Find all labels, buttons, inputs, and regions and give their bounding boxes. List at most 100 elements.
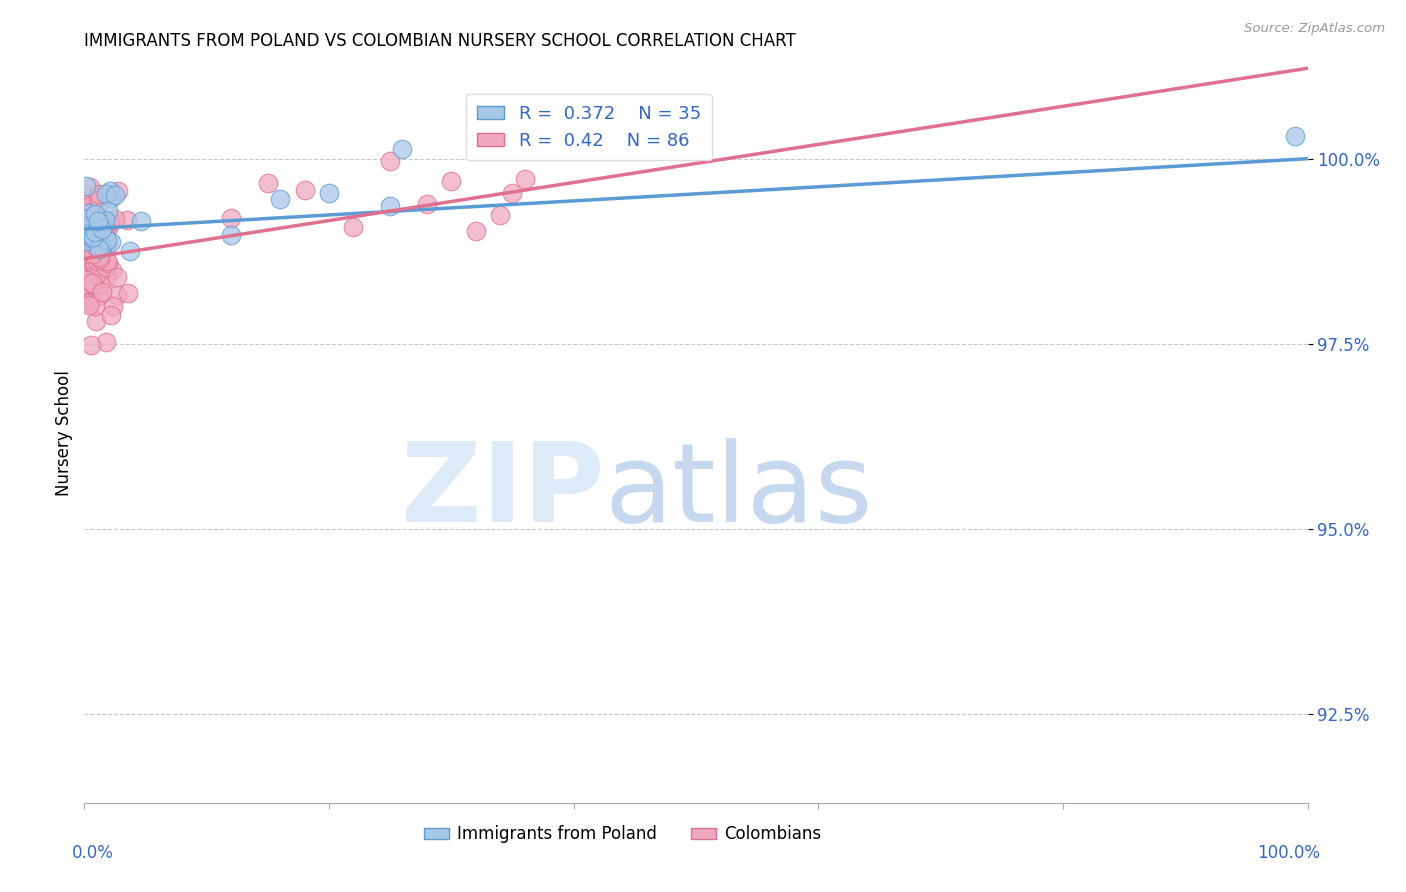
Point (90, 228, 112, 243)
Point (87, 187, 110, 202)
Point (76, 238, 98, 252)
Point (105, 288, 128, 302)
Point (513, 172, 536, 186)
Point (89, 265, 111, 279)
Point (94, 212, 117, 227)
Point (83, 258, 105, 272)
Point (75, 211, 97, 226)
Point (96, 221, 118, 235)
Point (219, 211, 242, 226)
Point (76, 273, 98, 287)
Point (219, 227, 242, 242)
Point (89, 277, 111, 292)
Point (80, 220, 103, 235)
Point (83, 215, 105, 229)
Text: 0.0%: 0.0% (72, 844, 114, 862)
Point (86, 230, 108, 244)
Point (75, 268, 97, 283)
Point (90, 244, 112, 259)
Point (87, 223, 110, 237)
Point (91, 285, 114, 299)
Point (77, 260, 100, 275)
Point (440, 173, 463, 187)
Point (83, 278, 105, 293)
Point (502, 186, 524, 200)
Point (89, 252, 111, 266)
Point (115, 213, 138, 227)
Point (80, 227, 103, 242)
Point (120, 244, 142, 258)
Point (91, 221, 114, 235)
Point (80, 237, 103, 252)
Point (76, 295, 98, 310)
Point (342, 220, 364, 235)
Point (86, 214, 108, 228)
Point (96, 233, 118, 247)
Point (89, 195, 111, 210)
Point (117, 285, 139, 300)
Point (93, 227, 115, 242)
Point (391, 142, 413, 156)
Point (79, 298, 101, 312)
Point (76, 219, 98, 233)
Point (129, 213, 152, 227)
Point (86, 228, 108, 243)
Point (87, 289, 110, 303)
Point (77, 228, 100, 243)
Text: ZIP: ZIP (401, 438, 605, 545)
Text: IMMIGRANTS FROM POLAND VS COLOMBIAN NURSERY SCHOOL CORRELATION CHART: IMMIGRANTS FROM POLAND VS COLOMBIAN NURS… (84, 32, 796, 50)
Point (86, 254, 108, 268)
Point (380, 153, 402, 168)
Legend: Immigrants from Poland, Colombians: Immigrants from Poland, Colombians (418, 819, 828, 850)
Point (86, 239, 108, 253)
Point (84, 207, 107, 221)
Point (97, 256, 120, 270)
Point (75, 251, 97, 265)
Point (79, 199, 101, 213)
Point (77, 232, 100, 246)
Point (104, 212, 127, 227)
Point (96, 253, 118, 268)
Point (80, 286, 103, 301)
Point (75, 178, 97, 193)
Point (77, 270, 100, 285)
Point (80, 231, 103, 245)
Point (318, 186, 340, 201)
Point (75, 203, 97, 218)
Point (489, 208, 512, 222)
Point (101, 299, 124, 313)
Point (91, 219, 114, 233)
Point (77, 210, 100, 224)
Point (84, 214, 107, 228)
Point (98, 185, 121, 199)
Point (75, 227, 97, 242)
Point (76, 283, 98, 297)
Point (82, 276, 104, 290)
Point (91, 260, 114, 274)
Point (100, 308, 122, 322)
Text: atlas: atlas (605, 438, 873, 545)
Point (94, 234, 117, 248)
Point (96, 335, 118, 350)
Point (77, 295, 100, 310)
Point (82, 189, 104, 203)
Point (79, 338, 101, 352)
Point (269, 193, 291, 207)
Point (257, 177, 280, 191)
Point (104, 187, 127, 202)
Point (87, 242, 110, 256)
Point (79, 180, 101, 194)
Point (100, 191, 122, 205)
Point (294, 183, 316, 197)
Point (83, 225, 105, 239)
Point (416, 196, 439, 211)
Point (75, 222, 97, 236)
Point (86, 268, 108, 282)
Point (90, 240, 112, 254)
Point (107, 184, 129, 198)
Point (87, 189, 110, 203)
Point (98, 219, 121, 234)
Point (96, 260, 118, 274)
Point (100, 235, 122, 249)
Point (82, 246, 104, 260)
